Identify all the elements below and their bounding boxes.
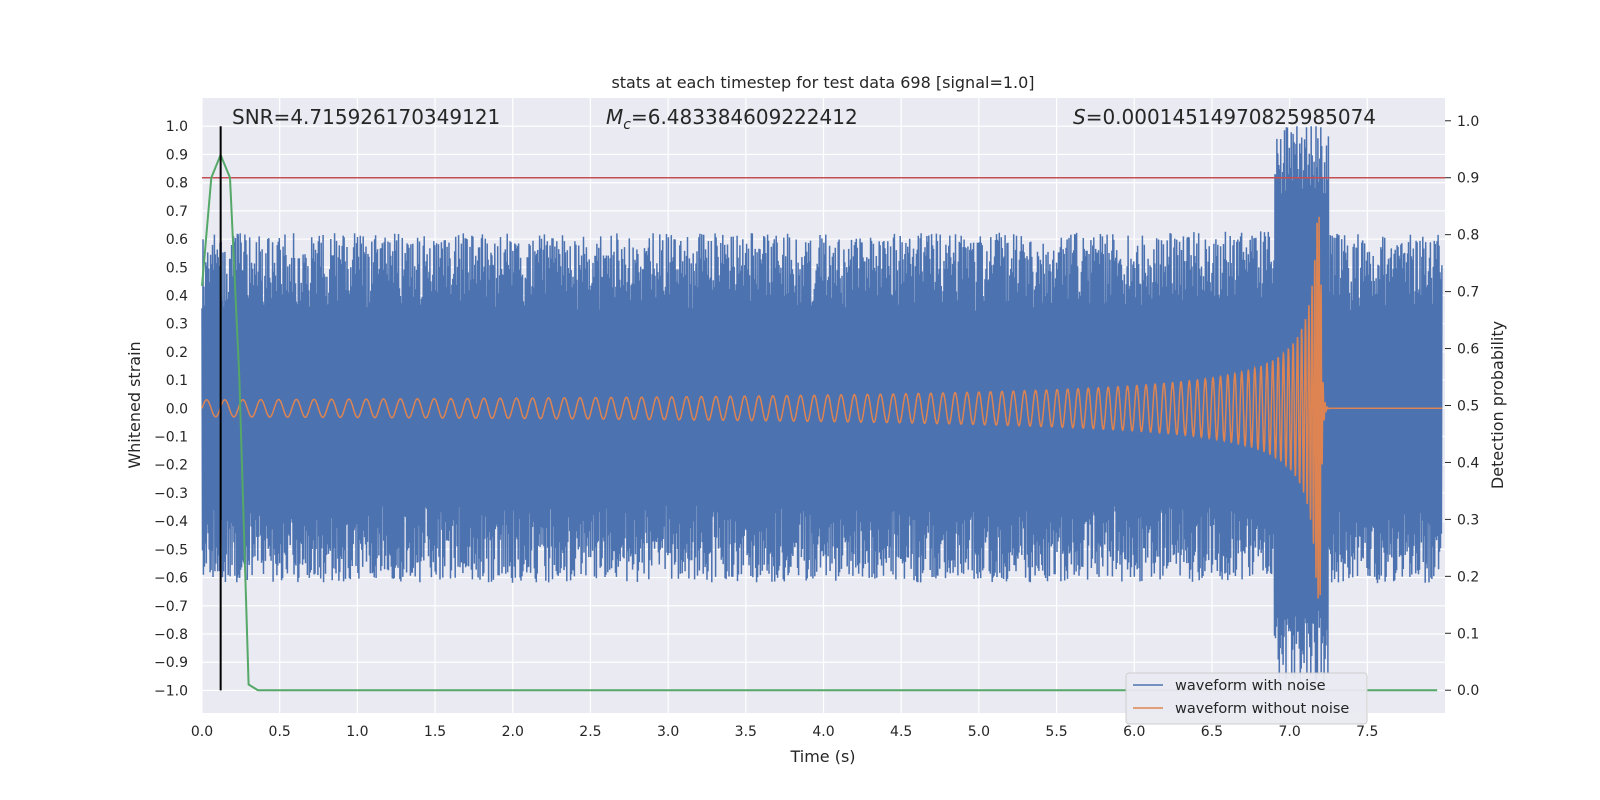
y2-tick-label: 0.8 [1457, 228, 1479, 244]
y-tick-label: 0.9 [166, 147, 188, 163]
x-tick-label: 6.5 [1201, 724, 1223, 740]
y-tick-label: 0.1 [166, 373, 188, 389]
y-tick-label: −1.0 [154, 683, 188, 699]
y-tick-label: 0.8 [166, 176, 188, 192]
x-tick-label: 4.5 [890, 724, 912, 740]
y-tick-label: 0.4 [166, 288, 188, 304]
y-tick-label: 1.0 [166, 119, 188, 135]
x-tick-label: 3.0 [657, 724, 679, 740]
chirp-mass-annotation: Mc=6.483384609222412 [606, 105, 858, 133]
x-tick-labels: 0.0 0.5 1.0 1.5 2.0 2.5 3.0 3.5 4.0 4.5 5.0 5.5 6.0 6… [191, 724, 1379, 740]
x-tick-label: 7.5 [1356, 724, 1378, 740]
y-tick-label: 0.2 [166, 345, 188, 361]
y-tick-label: −0.2 [154, 458, 188, 474]
series-layer [201, 126, 1443, 690]
y2-axis-label: Detection probability [1488, 321, 1507, 489]
legend-box [1125, 672, 1368, 725]
y-tick-label: 0.0 [166, 401, 188, 417]
x-tick-label: 0.0 [191, 724, 213, 740]
y-tick-label: −0.6 [154, 571, 188, 587]
y-tick-label: 0.5 [166, 260, 188, 276]
x-tick-label: 2.0 [502, 724, 524, 740]
y2-tick-label: 0.4 [1457, 455, 1479, 471]
x-axis-label: Time (s) [789, 747, 855, 766]
y2-tick-label: 0.5 [1457, 399, 1479, 415]
x-tick-label: 4.0 [812, 724, 834, 740]
legend-label-clean: waveform without noise [1175, 701, 1349, 717]
chart-title: stats at each timestep for test data 698… [611, 73, 1034, 92]
y-tick-label: 0.6 [166, 232, 188, 248]
y-tick-label: 0.7 [166, 204, 188, 220]
y-tick-label: −0.4 [154, 514, 188, 530]
series-detection-probability [201, 152, 1438, 692]
y-tick-label: −0.7 [154, 599, 188, 615]
legend-label-noisy: waveform with noise [1175, 678, 1326, 694]
y2-tick-label: 0.2 [1457, 569, 1479, 585]
x-tick-label: 2.5 [579, 724, 601, 740]
x-tick-label: 7.0 [1278, 724, 1300, 740]
x-tick-label: 0.5 [269, 724, 291, 740]
y-tick-label: −0.1 [154, 430, 188, 446]
y-tick-label: −0.5 [154, 542, 188, 558]
y2-tick-labels: 1.0 0.9 0.8 0.7 0.6 0.5 0.4 0.3 0.2 0.1 0.0 [1445, 114, 1479, 699]
x-tick-label: 5.0 [968, 724, 990, 740]
snr-annotation: SNR=4.715926170349121 [232, 105, 500, 129]
y-tick-label: 0.3 [166, 317, 188, 333]
y2-tick-label: 0.7 [1457, 285, 1479, 301]
y2-tick-label: 0.6 [1457, 342, 1479, 358]
significance-annotation: S=0.00014514970825985074 [1073, 105, 1376, 129]
series-noisy-waveform [201, 126, 1443, 690]
y-axis-label: Whitened strain [125, 341, 144, 468]
y2-tick-label: 0.3 [1457, 512, 1479, 528]
overlay-layer [201, 126, 1445, 692]
y-tick-label: −0.3 [154, 486, 188, 502]
y2-tick-label: 1.0 [1457, 114, 1479, 130]
y2-tick-label: 0.1 [1457, 626, 1479, 642]
y-tick-label: −0.8 [154, 627, 188, 643]
y-tick-label: −0.9 [154, 655, 188, 671]
x-tick-label: 1.5 [424, 724, 446, 740]
x-tick-label: 5.5 [1045, 724, 1067, 740]
y2-tick-label: 0.9 [1457, 171, 1479, 187]
series-clean-waveform [201, 216, 1442, 599]
x-tick-label: 1.0 [346, 724, 368, 740]
legend: waveform with noise waveform without noi… [1125, 672, 1368, 725]
x-tick-label: 3.5 [735, 724, 757, 740]
y-tick-labels: 1.0 0.9 0.8 0.7 0.6 0.5 0.4 0.3 0.2 0.1 0.0 −0.1 −0.… [154, 119, 188, 699]
y2-tick-label: 0.0 [1457, 683, 1479, 699]
x-tick-label: 6.0 [1123, 724, 1145, 740]
